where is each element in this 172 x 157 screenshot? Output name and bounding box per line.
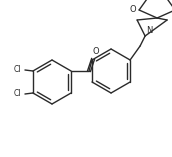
- Text: N: N: [146, 26, 153, 35]
- Text: O: O: [93, 47, 99, 56]
- Text: Cl: Cl: [13, 65, 21, 75]
- Text: Cl: Cl: [13, 89, 21, 98]
- Text: O: O: [130, 5, 136, 14]
